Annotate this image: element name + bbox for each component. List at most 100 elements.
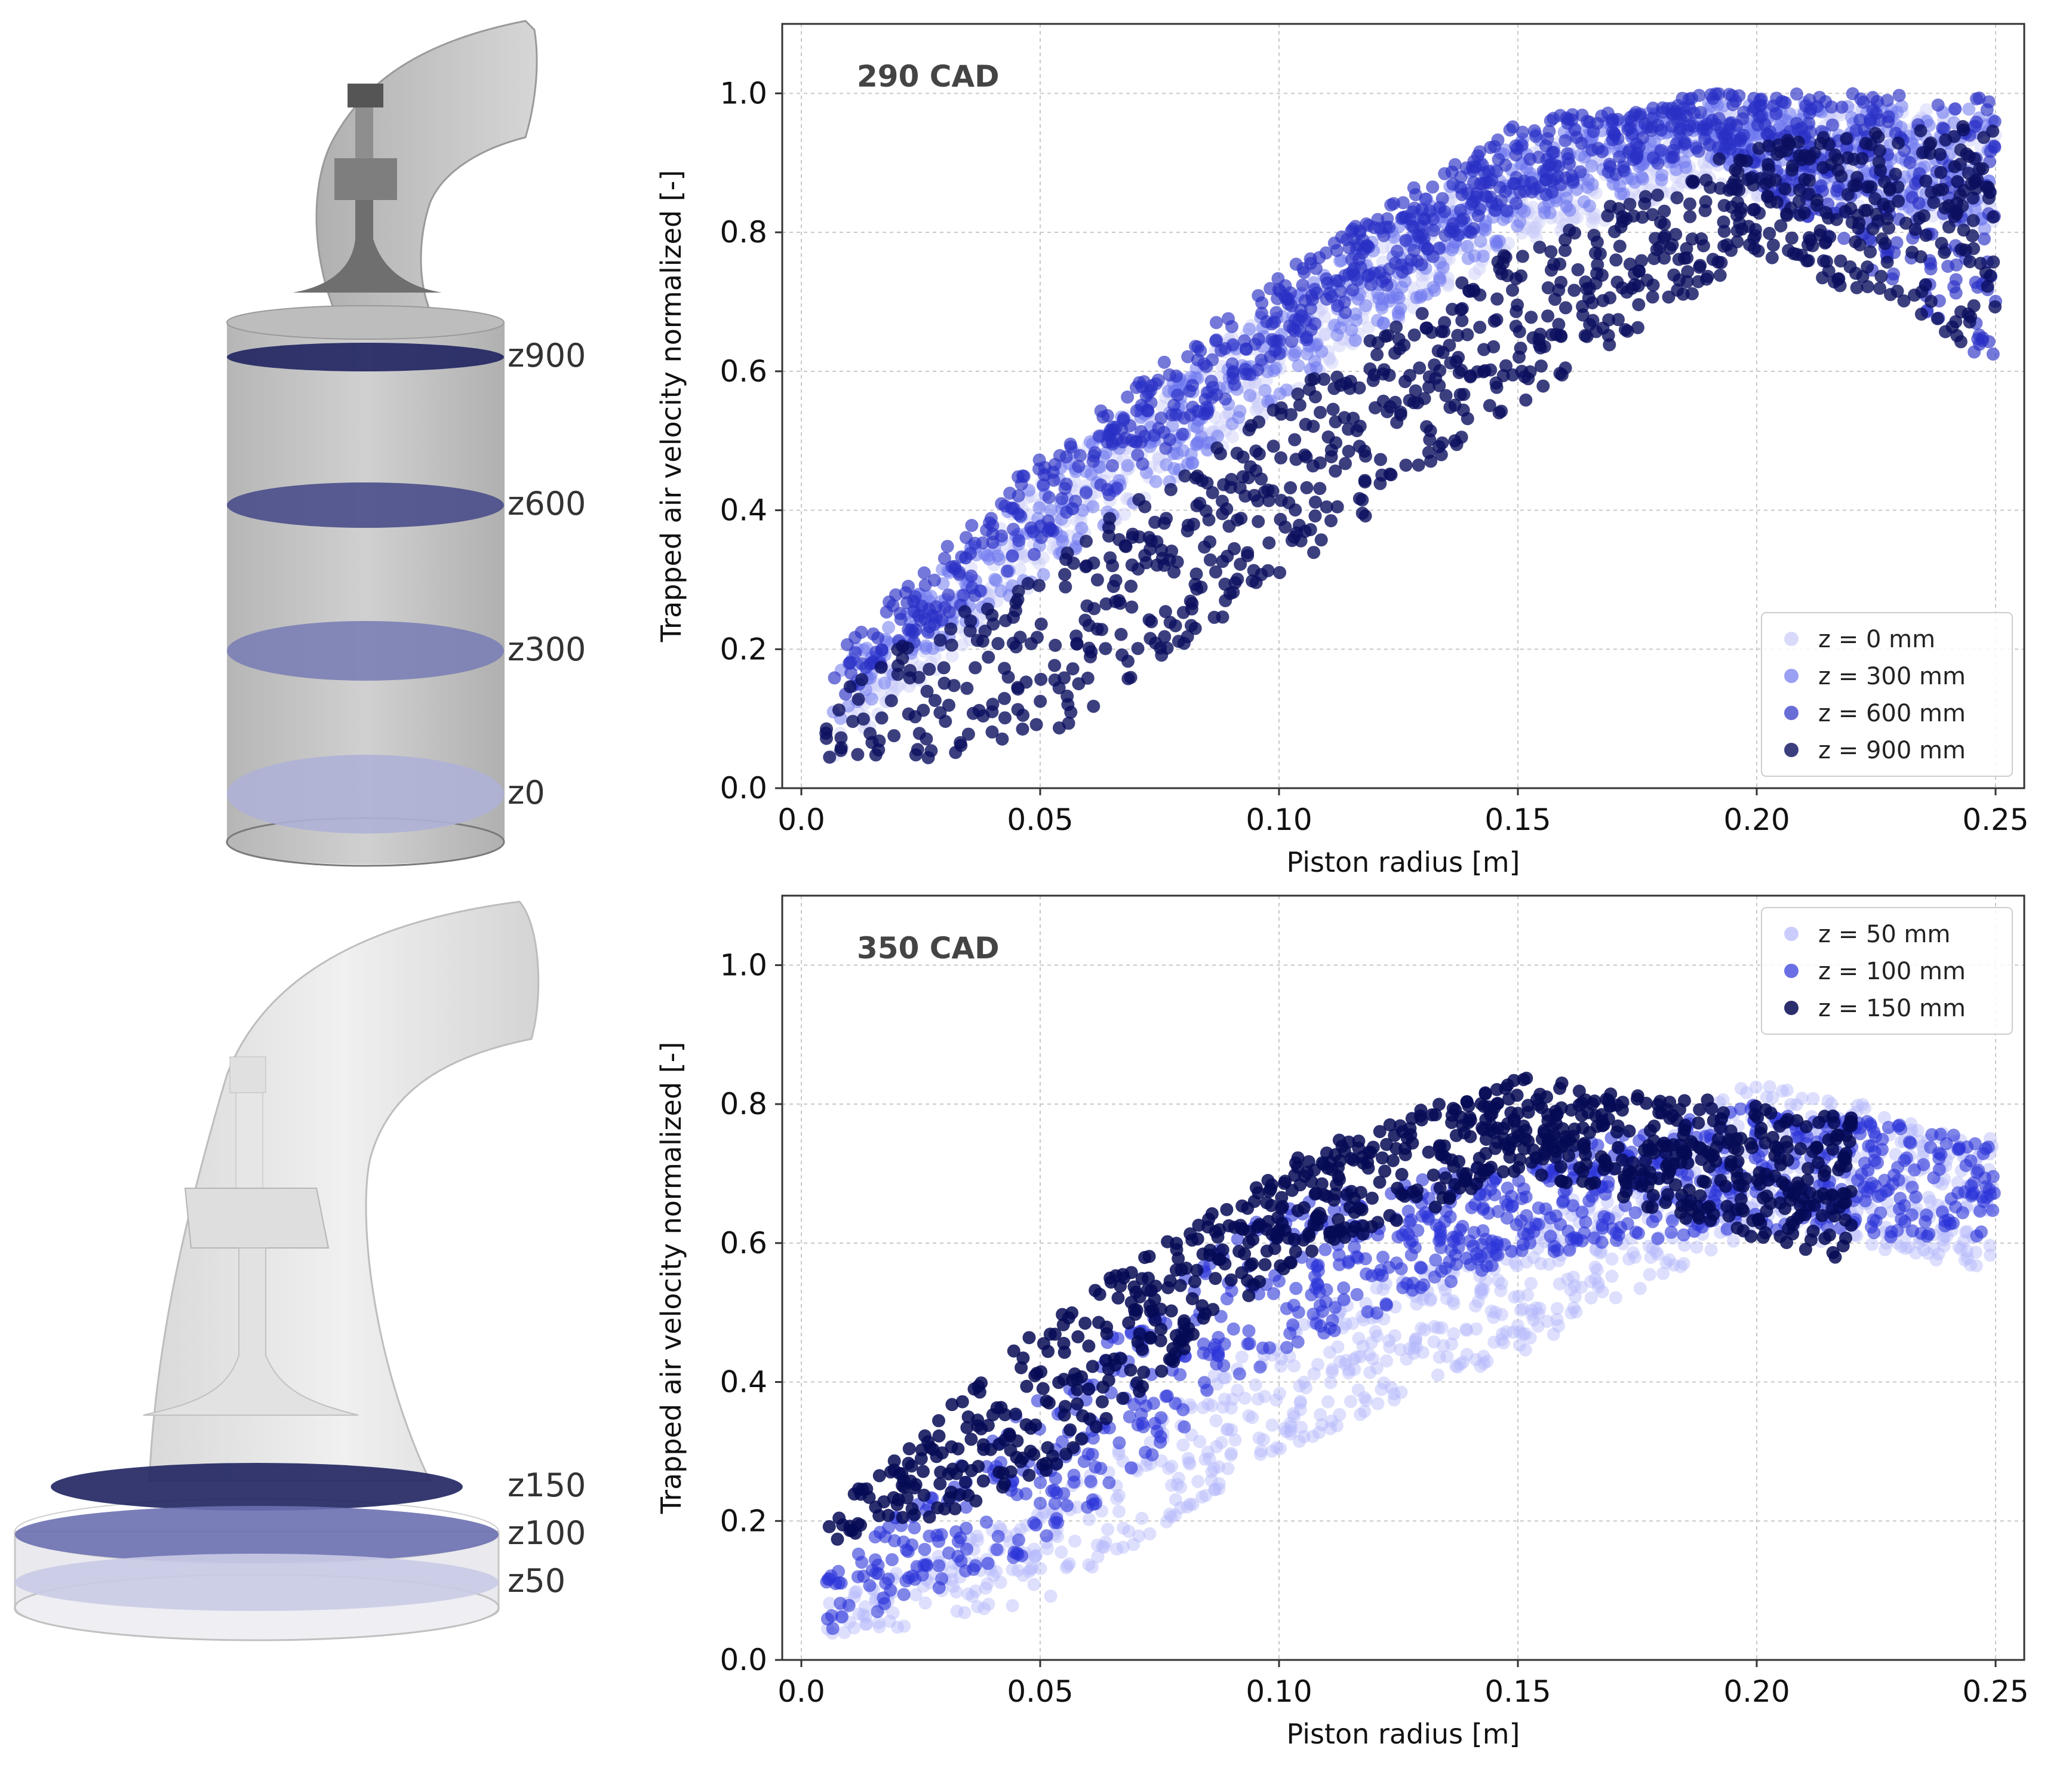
data-point — [1183, 1498, 1197, 1511]
data-point — [1578, 195, 1591, 208]
data-point — [1186, 379, 1199, 392]
data-point — [1368, 266, 1381, 279]
data-point — [1798, 149, 1811, 162]
data-point — [1124, 580, 1138, 593]
data-point — [982, 651, 995, 664]
data-point — [1677, 288, 1690, 301]
data-point — [1083, 1513, 1096, 1526]
data-point — [1710, 87, 1723, 100]
data-point — [1078, 614, 1092, 627]
data-point — [1234, 558, 1247, 571]
data-point — [1227, 1323, 1240, 1336]
data-point — [1103, 512, 1116, 525]
data-point — [1412, 459, 1425, 472]
data-point — [1730, 134, 1743, 147]
data-point — [1226, 417, 1239, 431]
data-point — [1630, 150, 1643, 164]
data-point — [1859, 137, 1873, 150]
data-point — [1884, 288, 1897, 301]
data-point — [1086, 1560, 1099, 1573]
data-point — [1200, 401, 1213, 414]
data-point — [1662, 291, 1676, 304]
legend-marker — [1784, 669, 1799, 683]
data-point — [1516, 126, 1529, 139]
data-point — [992, 553, 1006, 566]
plane-label: z900 — [508, 337, 586, 374]
data-point — [1951, 1186, 1965, 1200]
data-point — [1893, 89, 1906, 102]
data-point — [1397, 339, 1410, 352]
data-point — [1558, 134, 1572, 147]
data-point — [1324, 1376, 1337, 1389]
data-point — [976, 536, 989, 549]
data-point — [1284, 481, 1297, 494]
data-point — [1249, 1379, 1262, 1392]
data-point — [1820, 255, 1833, 268]
data-point — [1241, 546, 1254, 559]
data-point — [1061, 546, 1074, 559]
data-point — [1987, 348, 2000, 361]
data-point — [1358, 475, 1372, 488]
data-point — [902, 708, 915, 721]
data-point — [918, 1543, 932, 1556]
data-point — [1770, 196, 1784, 209]
data-point — [1734, 1102, 1747, 1115]
data-point — [1591, 258, 1604, 271]
data-point — [1513, 215, 1526, 228]
data-point — [1131, 448, 1144, 462]
data-point — [1919, 174, 1932, 187]
data-point — [1899, 217, 1913, 230]
data-point — [1554, 367, 1567, 380]
data-point — [1200, 505, 1213, 518]
data-point — [901, 641, 914, 654]
y-tick-label: 0.8 — [720, 215, 767, 250]
data-point — [938, 677, 951, 690]
data-point — [1121, 459, 1134, 472]
data-point — [1053, 721, 1066, 734]
data-point — [941, 540, 954, 553]
data-point — [1631, 321, 1644, 334]
data-point — [1911, 1124, 1925, 1137]
data-point — [1403, 369, 1416, 382]
data-point — [882, 621, 895, 634]
legend-marker — [1784, 743, 1799, 757]
data-point — [1253, 1431, 1266, 1444]
data-point — [1798, 173, 1811, 186]
data-point — [1544, 245, 1557, 259]
data-point — [1327, 403, 1340, 416]
data-point — [1475, 1287, 1488, 1300]
data-point — [1411, 396, 1424, 410]
data-point — [1570, 131, 1583, 144]
data-point — [1489, 235, 1502, 248]
data-point — [1110, 1542, 1123, 1555]
data-point — [820, 732, 833, 745]
data-point — [1116, 435, 1129, 448]
data-point — [1370, 1361, 1384, 1375]
data-point — [1781, 134, 1794, 147]
data-point — [1693, 261, 1706, 274]
data-point — [1473, 321, 1486, 334]
x-tick-label: 0.10 — [1246, 803, 1312, 837]
data-point — [1305, 289, 1318, 302]
data-point — [1476, 158, 1489, 171]
data-point — [1510, 197, 1523, 210]
legend-label: z = 0 mm — [1818, 626, 1935, 653]
data-point — [1544, 114, 1557, 127]
data-point — [1427, 224, 1440, 237]
data-point — [1551, 170, 1564, 183]
data-point — [1580, 282, 1593, 296]
data-point — [1044, 1589, 1057, 1603]
data-point — [1326, 356, 1339, 370]
data-point — [1344, 1395, 1357, 1408]
data-point — [1968, 176, 1981, 189]
data-point — [998, 692, 1011, 705]
data-point — [1542, 281, 1555, 294]
data-point — [1410, 1297, 1423, 1311]
data-point — [1558, 244, 1572, 257]
data-point — [1658, 229, 1671, 242]
data-point — [1980, 180, 1993, 193]
data-point — [1477, 343, 1490, 356]
data-point — [823, 751, 836, 764]
